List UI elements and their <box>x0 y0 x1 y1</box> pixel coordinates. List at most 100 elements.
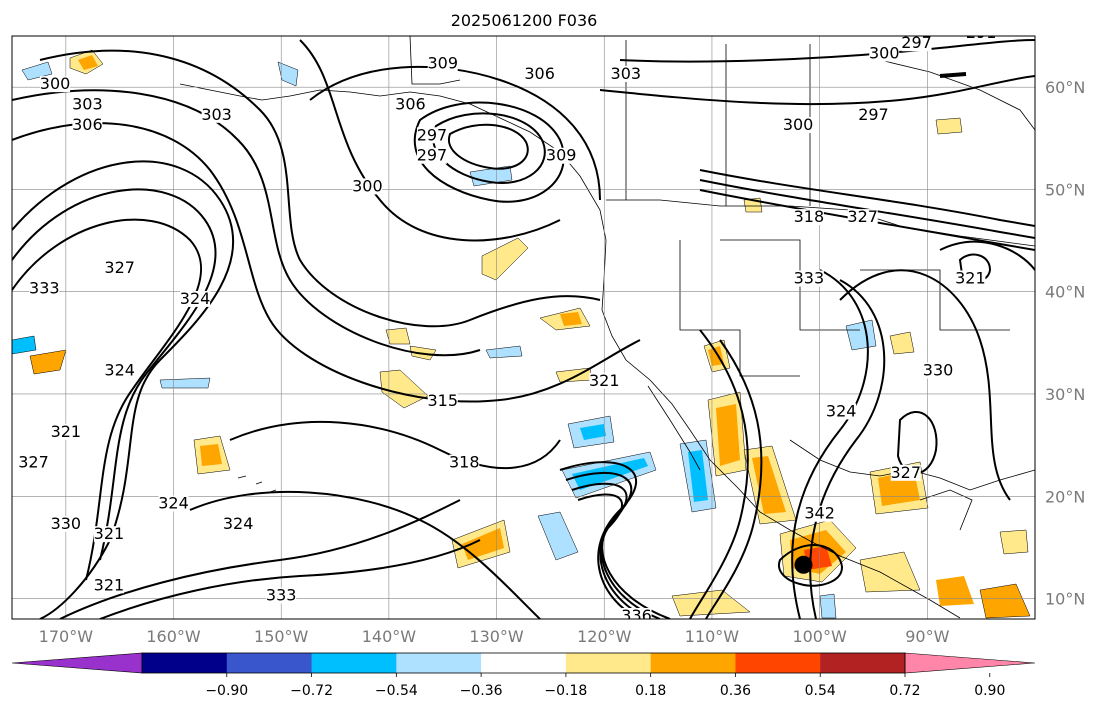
contour-label: 327 <box>18 453 49 472</box>
contour-12 <box>599 75 1035 106</box>
shade-warm-21 <box>935 117 963 135</box>
contour-label-background <box>427 55 458 72</box>
contour-label-background <box>966 36 997 41</box>
lon-tick-label: 110°W <box>685 627 740 646</box>
contour-label: 291 <box>966 23 997 42</box>
contour-label: 306 <box>395 95 426 114</box>
hudson-bay <box>879 59 1035 131</box>
contour-label: 333 <box>266 586 297 605</box>
colorbar-segment <box>820 653 906 673</box>
contour-label-background <box>793 270 824 287</box>
contour-label: 315 <box>427 391 458 410</box>
shade-warm-16 <box>979 583 1031 619</box>
contour-label-background <box>589 372 620 389</box>
colorbar-tick-label: 0.18 <box>635 683 666 699</box>
contour-20 <box>577 493 671 619</box>
colorbar-segment <box>481 653 567 673</box>
contour-label-background <box>18 454 49 471</box>
shade-warm-7b <box>200 444 222 466</box>
colorbar-segment <box>396 653 482 673</box>
contour-19 <box>571 482 661 619</box>
lon-tick-label: 160°W <box>146 627 201 646</box>
shade-warm-10b <box>716 404 740 466</box>
shade-cool-7b <box>688 450 708 502</box>
contour-label-background <box>901 36 932 52</box>
colorbar-ticks: −0.90 −0.72 −0.54 −0.36 −0.18 0.18 0.36 0.54 0.7… <box>205 673 1005 699</box>
contour-label: 303 <box>72 95 103 114</box>
contour-label: 342 <box>804 504 835 523</box>
contour-label-background <box>352 178 383 195</box>
latitude-labels: 60°N 50°N 40°N 30°N 20°N 10°N <box>1045 78 1085 608</box>
contour-5 <box>12 89 481 357</box>
shade-warm-14 <box>859 551 921 593</box>
contour-label-background <box>793 209 824 226</box>
shade-cool-11 <box>485 345 523 359</box>
contour-label: 324 <box>104 361 135 380</box>
shade-warm-17 <box>889 331 915 355</box>
contour-6 <box>12 122 641 403</box>
contour-label-background <box>93 526 124 543</box>
west-coast-us <box>601 309 961 619</box>
shade-warm-18 <box>29 349 67 375</box>
contour-24 <box>809 279 886 619</box>
contour-label-background <box>104 260 135 277</box>
contour-label: 333 <box>29 279 60 298</box>
shade-cool-12 <box>819 593 837 619</box>
contour-label: 327 <box>891 463 922 482</box>
colorbar-tick-label: −0.54 <box>375 683 418 699</box>
contour-label-background <box>890 464 921 481</box>
contour-label-background <box>804 505 835 522</box>
contour-label-background <box>524 65 555 82</box>
contour-label: 306 <box>72 115 103 134</box>
contour-label: 306 <box>524 64 555 83</box>
contour-26 <box>939 240 1035 271</box>
contour-label: 330 <box>923 361 954 380</box>
alaska-north-coast <box>409 36 461 85</box>
shade-cool-4b <box>580 424 606 440</box>
contour-label: 297 <box>417 146 448 165</box>
storm-center-marker <box>794 555 813 574</box>
lat-tick-label: 50°N <box>1045 180 1085 199</box>
colorbar-tick-label: 0.90 <box>974 683 1005 699</box>
colorbar-extend-max <box>904 652 1036 674</box>
lon-tick-label: 140°W <box>362 627 417 646</box>
contour-label-background <box>40 76 71 93</box>
lat-tick-label: 20°N <box>1045 487 1085 506</box>
colorbar-tick-label: 0.54 <box>805 683 836 699</box>
contour-label: 297 <box>901 33 932 52</box>
shade-warm-15 <box>999 529 1029 555</box>
contour-label: 318 <box>794 207 825 226</box>
contour-label: 303 <box>201 105 232 124</box>
contour-label-background <box>50 515 81 532</box>
contour-label: 309 <box>427 54 458 73</box>
contour-label: 327 <box>104 258 135 277</box>
colorbar-segment <box>142 653 228 673</box>
contour-label: 324 <box>180 289 211 308</box>
alaska-coast <box>179 83 607 311</box>
figure-title: 2025061200 F036 <box>451 11 598 30</box>
colorbar-extend-min <box>11 652 143 674</box>
contour-label-background <box>72 117 103 134</box>
contour-25 <box>839 269 1011 501</box>
contour-28 <box>99 539 481 619</box>
contour-31 <box>778 544 843 587</box>
longitude-labels: 170°W 160°W 150°W 140°W 130°W 120°W 110°W 100°W… <box>39 627 950 646</box>
lon-tick-label: 90°W <box>905 627 949 646</box>
contour-30 <box>229 420 561 470</box>
colorbar-tick-label: 0.72 <box>889 683 920 699</box>
contour-label-background <box>546 147 577 164</box>
shade-cool-9 <box>12 335 37 355</box>
contour-label-background <box>783 117 814 134</box>
contour-15 <box>699 179 1035 239</box>
lon-tick-label: 100°W <box>792 627 847 646</box>
contour-1 <box>12 160 234 619</box>
contour-27 <box>59 499 461 619</box>
contour-22 <box>705 339 763 619</box>
lon-tick-label: 120°W <box>577 627 632 646</box>
colorbar-segment <box>650 653 736 673</box>
contour-label-background <box>449 454 480 471</box>
contour-label: 318 <box>449 453 480 472</box>
colorbar-frame <box>141 652 906 674</box>
contour-label-background <box>610 65 641 82</box>
